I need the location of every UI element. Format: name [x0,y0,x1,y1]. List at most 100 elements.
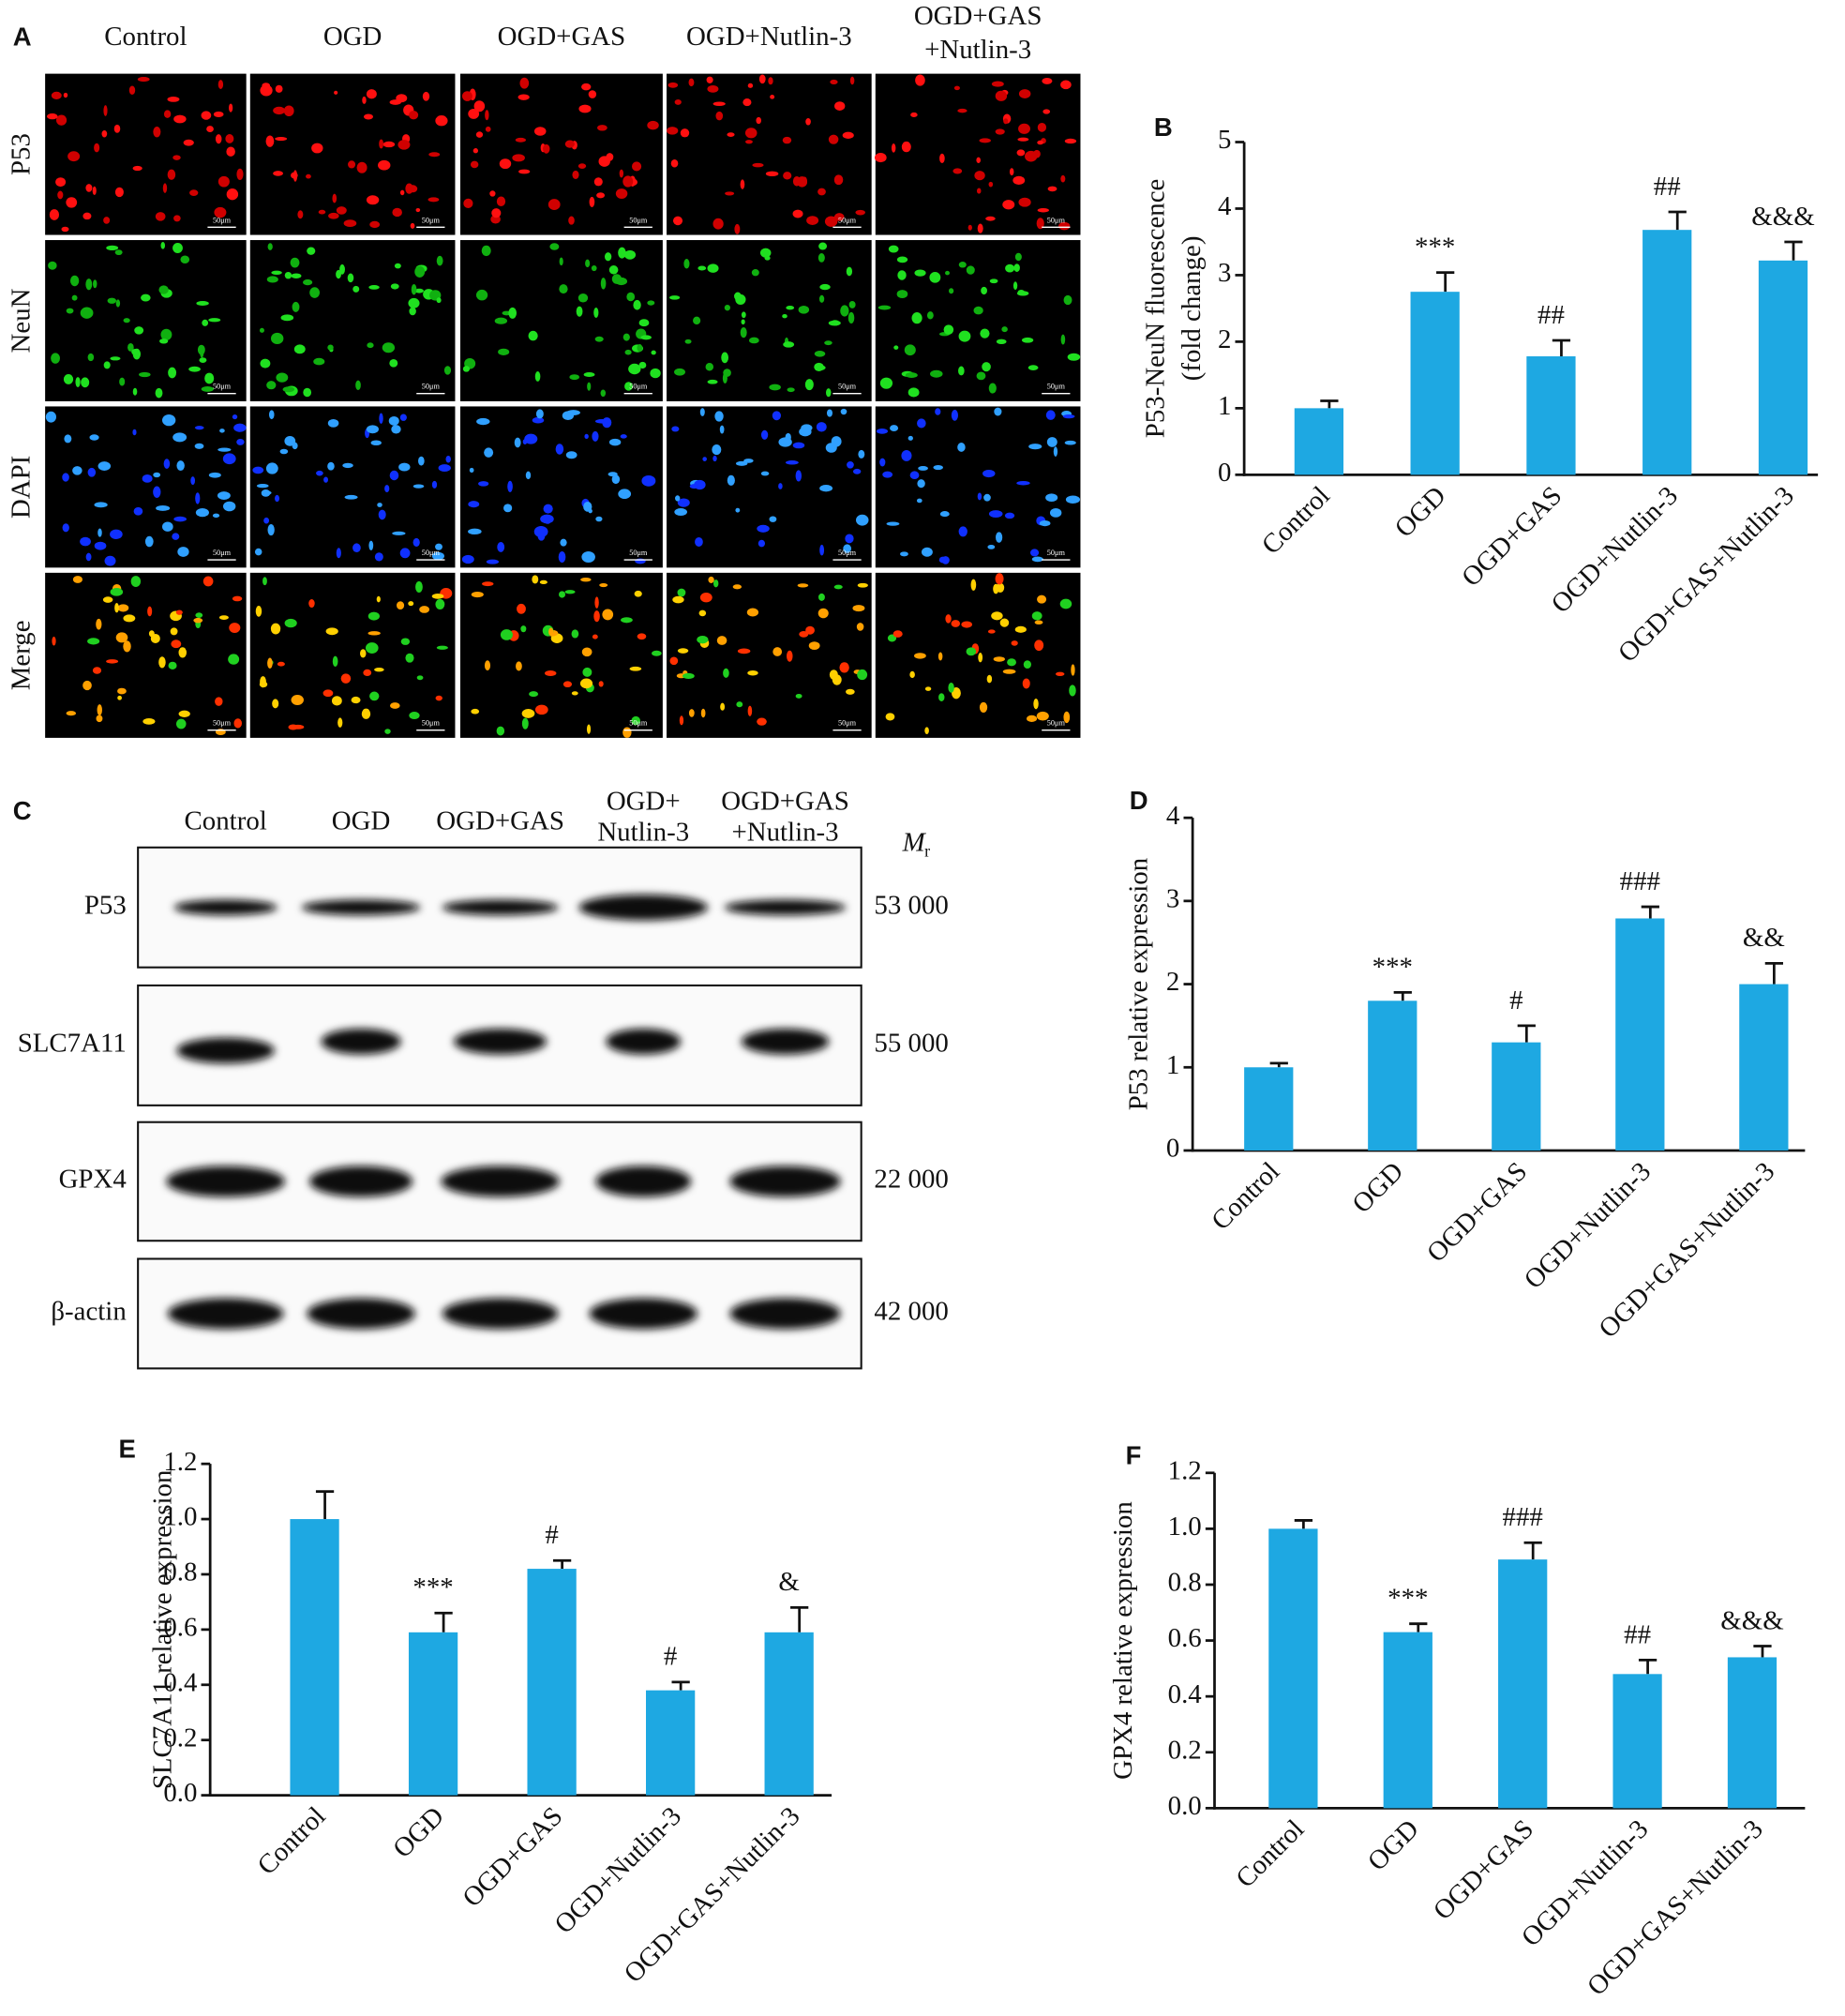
cell [217,491,231,500]
cell [727,132,735,137]
cell [361,708,371,719]
x-tick-label: OGD+Nutlin-3 [1519,1156,1658,1295]
band [167,1298,284,1330]
cell [910,112,918,117]
cell [769,516,777,522]
cell [588,90,597,98]
cell [267,524,275,536]
cell [229,623,241,633]
cell [370,440,382,446]
y-tick-label: 1.2 [163,1447,197,1477]
cell [102,596,113,603]
cell [1022,678,1030,689]
cell [123,318,130,323]
cell [840,305,849,317]
cell [343,219,357,228]
cell [409,712,420,720]
cell [1018,89,1031,99]
mr-subscript: r [924,841,930,860]
cell [80,536,91,547]
cell [818,242,828,250]
y-tick-label: 0 [1218,458,1231,488]
cell [804,379,814,391]
x-tick-label: Control [251,1801,331,1881]
cell [160,328,172,340]
cell [176,460,185,472]
cell [270,332,284,345]
cell [799,630,809,638]
cell [565,451,578,459]
bar [290,1519,339,1796]
cell [668,295,681,300]
cell [608,265,619,275]
cell [1017,137,1029,142]
cell [219,429,225,433]
micrograph: 50μm [249,73,456,235]
band [724,899,847,915]
cell [918,466,928,471]
cell [621,617,633,624]
cell [470,160,479,169]
significance-label: *** [1388,1584,1428,1614]
cell [571,691,578,696]
cell [236,168,244,181]
cell [515,137,527,143]
cell [544,519,551,524]
cell [388,415,399,426]
cell [309,287,321,298]
cell [893,345,899,350]
cell [87,353,95,362]
cell [702,457,707,461]
cell [814,351,826,357]
cell [85,184,93,192]
cell [705,363,714,371]
cell [548,627,554,637]
cell [819,485,833,492]
cell [167,97,180,102]
micrograph: 50μm [875,406,1081,568]
cell [236,438,245,445]
cell [500,629,513,640]
cell [158,285,169,294]
cell [327,344,334,351]
cell [408,297,420,308]
cell [218,447,232,452]
row-label: Merge [6,620,36,690]
cell [985,216,996,221]
cell [1031,556,1043,563]
cell [896,290,908,299]
mr-value: 42 000 [874,1297,948,1327]
cell [631,161,642,172]
cell [363,669,372,677]
cell [949,288,954,294]
band [309,1166,413,1197]
cell [572,170,579,179]
y-tick-label: 0.6 [163,1613,197,1643]
lane-label: Nutlin-3 [597,818,689,848]
cell [104,555,116,566]
cell [740,179,745,189]
cell [533,525,548,538]
x-tick-label: OGD [1389,481,1452,544]
cell [618,247,626,259]
cell [1011,640,1018,646]
cell [699,408,705,416]
cell [839,662,849,673]
cell [153,486,161,498]
cell [389,359,398,368]
cell [232,595,243,602]
cell [175,609,183,615]
cell [117,687,127,695]
cell [768,77,773,85]
cell [757,524,770,533]
cell [114,187,124,198]
cell [787,650,793,662]
cell [352,543,361,552]
cell [98,461,112,471]
cell [431,551,444,561]
cell [114,603,119,613]
band [606,1029,682,1055]
cell [411,283,417,295]
cell [517,603,526,614]
cell [194,443,204,449]
